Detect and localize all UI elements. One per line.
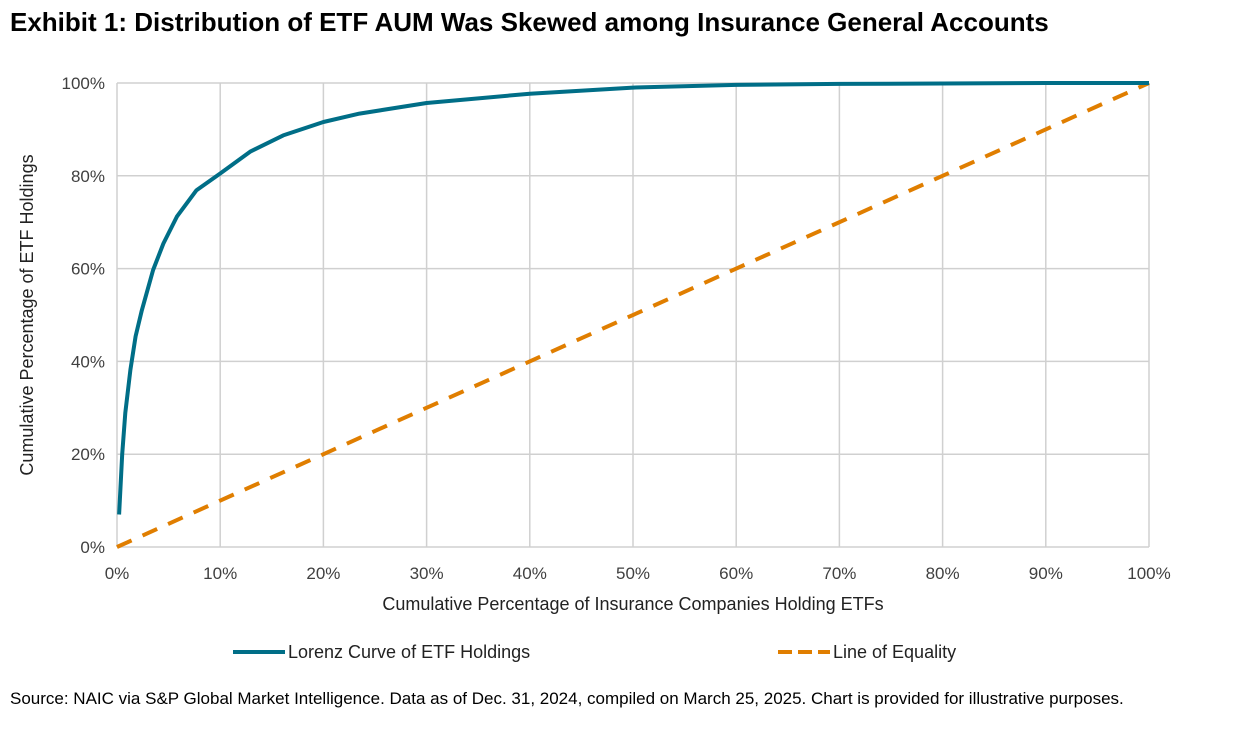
y-tick-label: 60% <box>71 260 105 279</box>
y-tick-label: 20% <box>71 445 105 464</box>
y-tick-label: 0% <box>80 538 105 557</box>
x-tick-label: 30% <box>410 564 444 583</box>
series-line-lorenz-curve <box>117 81 1149 515</box>
legend-label: Lorenz Curve of ETF Holdings <box>288 642 530 662</box>
x-tick-label: 50% <box>616 564 650 583</box>
y-tick-label: 80% <box>71 167 105 186</box>
x-tick-label: 40% <box>513 564 547 583</box>
series-line-line-of-equality <box>116 81 1150 549</box>
x-tick-label: 100% <box>1127 564 1170 583</box>
x-tick-label: 80% <box>926 564 960 583</box>
x-tick-label: 70% <box>822 564 856 583</box>
x-tick-label: 20% <box>306 564 340 583</box>
x-tick-label: 0% <box>105 564 130 583</box>
x-tick-label: 10% <box>203 564 237 583</box>
y-axis-label: Cumulative Percentage of ETF Holdings <box>17 154 37 475</box>
chart-title: Exhibit 1: Distribution of ETF AUM Was S… <box>10 7 1049 37</box>
legend-label: Line of Equality <box>833 642 956 662</box>
y-tick-label: 40% <box>71 352 105 371</box>
x-tick-label: 90% <box>1029 564 1063 583</box>
y-tick-label: 100% <box>62 74 105 93</box>
source-note: Source: NAIC via S&P Global Market Intel… <box>10 689 1124 708</box>
x-axis-label: Cumulative Percentage of Insurance Compa… <box>382 594 883 614</box>
x-tick-label: 60% <box>719 564 753 583</box>
